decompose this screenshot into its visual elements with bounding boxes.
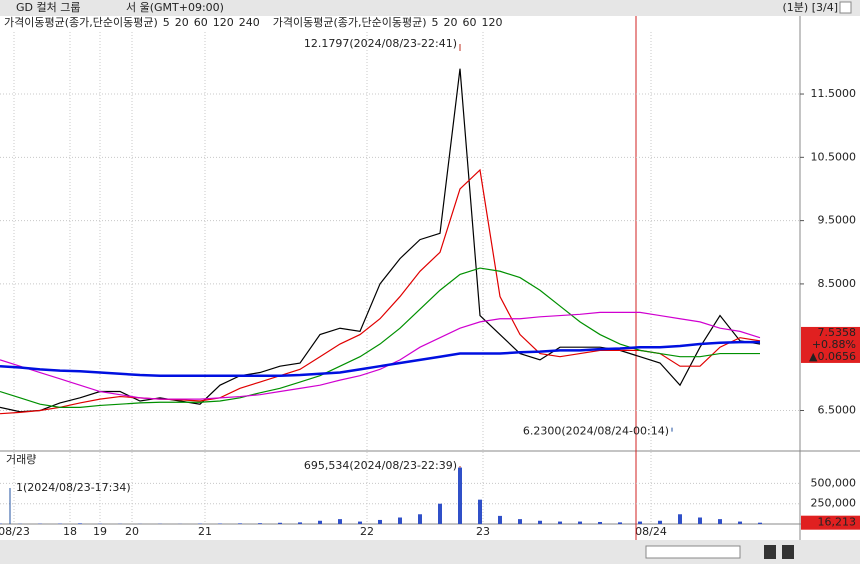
volume-bar <box>418 514 422 524</box>
last-volume: 16,213 <box>818 516 857 529</box>
volume-bar <box>318 520 322 524</box>
volume-bar <box>758 522 762 524</box>
last-price-box <box>801 326 860 363</box>
y-tick-label: 500,000 <box>811 476 857 489</box>
volume-bar <box>658 520 662 524</box>
last-volume-box <box>801 515 860 530</box>
x-tick-label: 23 <box>476 525 490 538</box>
volume-bar <box>238 523 242 524</box>
volume-bar <box>638 521 642 524</box>
volume-bar <box>598 521 602 524</box>
legend-item: 120 <box>482 16 503 29</box>
legend-item: 5 <box>432 16 439 29</box>
y-tick-label: 6.5000 <box>818 404 857 417</box>
x-tick-label: 18 <box>63 525 77 538</box>
y-tick-label: 11.5000 <box>811 87 857 100</box>
x-tick-label: 21 <box>198 525 212 538</box>
y-tick-label: 9.5000 <box>818 214 857 227</box>
x-tick-label: 22 <box>360 525 374 538</box>
annotation: 695,534(2024/08/23-22:39) <box>304 459 457 472</box>
nav-button[interactable] <box>764 545 776 559</box>
stock-name: GD 컬처 그룹 <box>16 1 80 14</box>
close-button[interactable] <box>839 1 852 14</box>
legend-item: 20 <box>444 16 458 29</box>
market: 서 울(GMT+09:00) <box>126 1 224 14</box>
legend-item: 20 <box>175 16 189 29</box>
annotation: 1(2024/08/23-17:34) <box>16 481 131 494</box>
annotation: 12.1797(2024/08/23-22:41) <box>304 37 457 50</box>
volume-bar <box>518 519 522 524</box>
volume-bar <box>718 519 722 524</box>
volume-bar <box>478 499 482 524</box>
x-tick-label: 19 <box>93 525 107 538</box>
scroll-thumb[interactable] <box>645 545 741 559</box>
volume-bar <box>338 519 342 524</box>
legend-item: 5 <box>163 16 170 29</box>
price-line <box>0 340 760 377</box>
change: ▲0.0656 <box>809 350 856 363</box>
volume-bar <box>578 521 582 524</box>
legend-item: 가격이동평균(종가,단순이동평균) <box>4 16 158 29</box>
volume-bar <box>678 514 682 524</box>
legend-item: 240 <box>239 16 260 29</box>
price-line <box>0 267 760 408</box>
price-line <box>0 68 761 413</box>
volume-bar <box>438 503 442 524</box>
volume-bar <box>458 467 462 524</box>
volume-bar <box>278 522 282 524</box>
x-tick-label: 08/23 <box>0 525 30 538</box>
legend-item: 가격이동평균(종가,단순이동평균) <box>273 16 427 29</box>
price-line <box>0 168 761 415</box>
volume-bar <box>258 523 262 524</box>
legend-item: 120 <box>213 16 234 29</box>
last-price: 7.5358 <box>818 326 857 339</box>
volume-bar <box>618 522 622 524</box>
panel-title: 거래량 <box>6 453 36 466</box>
volume-bar <box>558 521 562 524</box>
price-line <box>0 311 761 400</box>
change-pct: +0.88% <box>812 338 856 351</box>
volume-bar <box>378 519 382 524</box>
volume-bar <box>298 522 302 524</box>
annotation: 6.2300(2024/08/24-00:14) <box>523 425 669 438</box>
volume-bar <box>498 515 502 524</box>
volume-bar <box>398 517 402 524</box>
y-tick-label: 8.5000 <box>818 277 857 290</box>
y-tick-label: 10.5000 <box>811 150 857 163</box>
y-tick-label: 250,000 <box>811 497 857 510</box>
x-tick-label: 20 <box>125 525 139 538</box>
legend-item: 60 <box>194 16 208 29</box>
volume-bar <box>78 523 82 524</box>
volume-bar <box>698 517 702 524</box>
period: (1분) [3/4] <box>783 1 838 14</box>
volume-bar <box>358 521 362 524</box>
volume-bar <box>538 520 542 524</box>
legend-item: 60 <box>463 16 477 29</box>
volume-bar <box>738 521 742 524</box>
header-bar <box>0 0 860 16</box>
nav-button[interactable] <box>782 545 794 559</box>
x-tick-label: 08/24 <box>635 525 667 538</box>
